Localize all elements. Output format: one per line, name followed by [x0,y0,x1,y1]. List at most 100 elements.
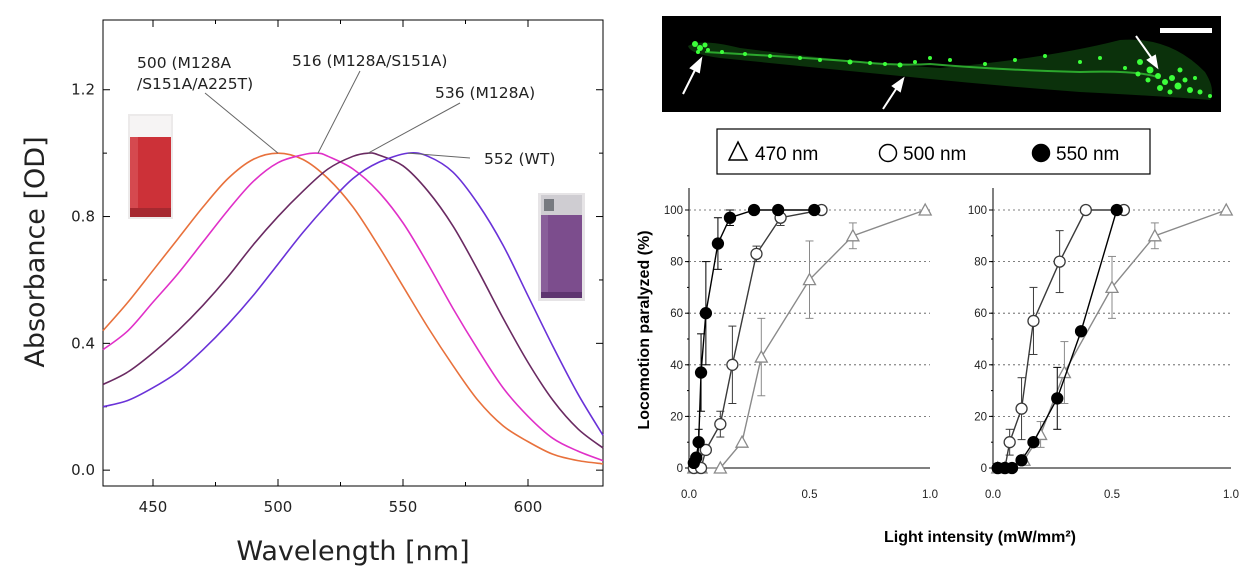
fluorescent-spot [928,56,932,60]
annotation-leader-line [317,70,361,154]
data-point-open [1015,402,1028,415]
fluorescent-spot [768,54,772,58]
fluorescent-spot [1145,77,1151,83]
x-tick-label: 0.5 [802,489,818,501]
fluorescent-spot [1146,66,1154,74]
fluorescent-spot [897,62,903,68]
arrow-icon [682,56,703,95]
series-annotation: 516 (M128A/S151A) [292,52,447,70]
y-tick-label: 40 [670,360,683,372]
y-tick-label: 0 [981,463,987,475]
fluorescent-spot [1157,85,1163,91]
y-tick-label: 60 [670,308,683,320]
data-point-triangle [734,434,750,448]
y-tick-label: 0 [677,463,683,475]
fluorescent-spot [1169,75,1175,81]
data-point-filled [1027,436,1040,449]
larva-outline [688,39,1213,100]
light-intensity-x-axis-label: Light intensity (mW/mm²) [884,529,1076,546]
fluorescent-spot [1187,87,1193,93]
data-point-filled [747,203,761,217]
series-annotation: /S151A/A225T) [137,75,253,93]
data-point-filled [723,211,737,224]
x-tick-label: 450 [139,498,168,516]
fluorescent-spot [696,50,700,54]
data-point-open [1027,314,1040,328]
fluorescent-spot [798,56,802,60]
spectrum-series-line [102,152,604,465]
x-tick-label: 550 [389,498,418,516]
data-point-filled [772,203,785,217]
spectrum-series-line [102,152,604,462]
spectrum-series-line [102,151,604,436]
legend-label-550: 550 nm [1056,144,1119,165]
x-tick-label: 0.0 [681,489,697,501]
y-tick-label: 100 [664,205,683,217]
fluorescent-spot [1098,56,1102,60]
data-point-filled [1051,392,1064,405]
fluorescent-spot [1162,79,1168,85]
absorbance-plot-frame [102,19,604,487]
purple-cuvette-image [538,193,585,301]
axon-trace [704,51,1161,79]
fluorescent-spot [1174,82,1182,90]
fluorescent-spot [1182,77,1188,83]
y-tick-label: 20 [974,411,987,423]
fluorescent-spot [1043,54,1047,58]
y-tick-label: 0.0 [71,461,95,479]
spectrum-series-line [102,152,604,449]
data-point-open [1079,203,1092,217]
fluorescent-spot [1013,58,1017,62]
data-point-triangle [845,228,860,242]
data-point-filled [711,237,725,250]
y-tick-label: 0.4 [71,334,95,352]
fluorescent-spot [706,48,710,52]
y-tick-label: 20 [670,411,683,423]
fluorescent-spot [983,62,987,66]
wavelength-legend: 470 nm 500 nm 550 nm [716,128,1151,175]
data-point-filled [690,451,703,464]
x-tick-label: 0.0 [985,489,1001,501]
legend-label-500: 500 nm [903,144,966,165]
fluorescent-spot [1167,89,1173,95]
fluorescent-spot [1078,60,1082,64]
fluorescent-spot [697,45,703,51]
data-point-filled [808,203,821,217]
fluorescent-spot [1193,76,1197,80]
fluorescent-spot [1197,89,1203,95]
series-annotation: 536 (M128A) [435,84,535,102]
data-point-filled [1074,325,1088,338]
data-point-open [1003,436,1016,449]
series-annotation: 552 (WT) [484,150,555,168]
fluorescent-spot [1177,67,1183,73]
arrow-icon [1135,35,1159,70]
fluorescent-spot [847,59,853,65]
data-point-triangle [754,349,769,363]
absorbance-x-axis-label: Wavelength [nm] [236,536,469,567]
fluorescent-spot [883,62,887,66]
data-point-filled [1110,203,1123,217]
arrow-icon [882,76,905,110]
series-line [693,209,815,464]
data-point-filled [1005,461,1019,475]
fluorescence-image [662,16,1221,112]
data-point-open [750,247,763,261]
data-point-filled [699,307,713,320]
fluorescent-spot [743,52,747,56]
series-line [997,209,1227,469]
paralysis-chart-2: 0 20 40 60 80 100 0.0 0.5 1.0 [968,188,1239,501]
data-point-triangle [1104,280,1120,294]
fluorescent-spot [913,60,917,64]
scale-bar [1160,28,1212,33]
x-tick-label: 1.0 [922,489,938,501]
y-tick-label: 60 [974,308,987,320]
fluorescent-spot [1123,66,1127,70]
y-tick-label: 0.8 [71,208,95,226]
fluorescent-spot [1137,59,1143,65]
x-tick-label: 600 [514,498,543,516]
fluorescent-spot [1208,94,1212,98]
legend-label-470: 470 nm [755,144,818,165]
fluorescent-spot [818,58,822,62]
y-tick-label: 40 [974,360,987,372]
